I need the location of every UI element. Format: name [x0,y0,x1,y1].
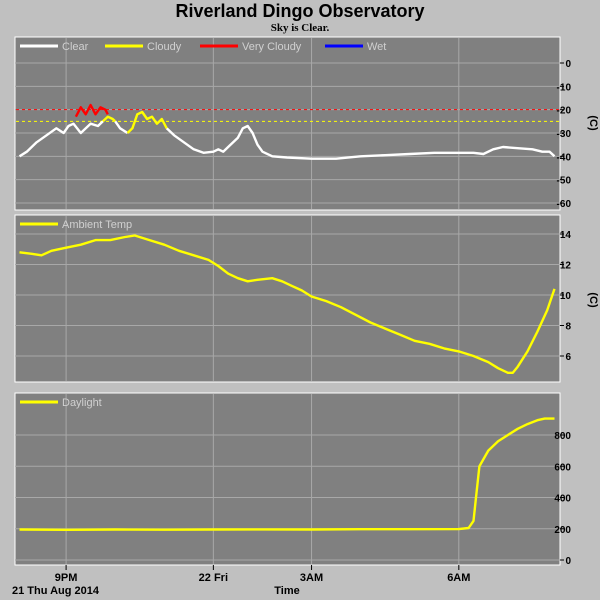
y-tick-label: -20 [557,106,572,117]
series-line-ambient-temp [19,234,556,374]
legend-label: Cloudy [147,41,182,53]
y-tick-label: 0 [565,556,571,567]
y-tick-label: -50 [557,176,572,187]
daylight-panel: 800 600 400 200 0 Daylight [14,392,571,567]
sky-y-unit: (C) [587,115,599,131]
series-line-cloudy [102,115,117,123]
legend-label: Ambient Temp [62,219,132,231]
y-tick-label: -40 [557,152,572,163]
x-tick-label: 3AM [300,572,323,584]
y-tick-label: 200 [554,525,571,536]
y-tick-label: 6 [565,352,571,363]
y-tick-label: 0 [565,59,571,70]
ambient-legend: Ambient Temp [20,219,132,231]
series-line-cloudy [126,110,168,134]
x-tick-label: 6AM [447,572,470,584]
y-tick-label: 400 [554,494,571,505]
series-line-clear [114,120,129,135]
time-axis-label: Time [274,585,299,597]
sky-plot-area [14,36,561,211]
x-tick-label: 9PM [55,572,78,584]
series-line-clear [18,120,104,158]
daylight-series-lines [19,417,555,531]
time-axis-ticks: 9PM 22 Fri 3AM 6AM [55,565,470,584]
series-line-very-cloudy [74,103,109,118]
y-tick-label: 10 [560,291,572,302]
legend-label: Wet [367,41,386,53]
ambient-y-unit: (C) [587,292,599,308]
daylight-legend: Daylight [20,397,102,409]
sky-status: Sky is Clear. [271,22,330,34]
y-tick-label: 14 [560,230,572,241]
sky-y-ticks: 0 -10 -20 -30 -40 -50 -60 [557,59,572,210]
y-tick-label: -60 [557,199,572,210]
sky-panel: 0 -10 -20 -30 -40 -50 -60 Clear Cloudy Very Clou… [14,36,599,211]
y-tick-label: -10 [557,82,572,93]
series-line-daylight [19,417,555,531]
y-tick-label: -30 [557,129,572,140]
y-tick-label: 12 [560,261,572,272]
daylight-y-ticks: 800 600 400 200 0 [554,431,571,567]
legend-label: Very Cloudy [242,41,302,53]
y-tick-label: 800 [554,431,571,442]
ambient-gridlines [15,216,560,381]
series-line-clear [165,124,556,160]
ambient-series-lines [19,234,556,374]
y-tick-label: 600 [554,462,571,473]
sky-series-lines [18,103,556,160]
daylight-plot-area [14,392,561,566]
page-title: Riverland Dingo Observatory [175,1,424,21]
x-tick-label: 22 Fri [199,572,228,584]
ambient-y-ticks: 14 12 10 8 6 [560,230,572,363]
legend-label: Daylight [62,397,102,409]
date-label: 21 Thu Aug 2014 [12,585,100,597]
ambient-panel: 14 12 10 8 6 Ambient Temp (C) [14,214,599,383]
legend-label: Clear [62,41,89,53]
sky-legend: Clear Cloudy Very Cloudy Wet [20,41,386,53]
y-tick-label: 8 [565,322,571,333]
